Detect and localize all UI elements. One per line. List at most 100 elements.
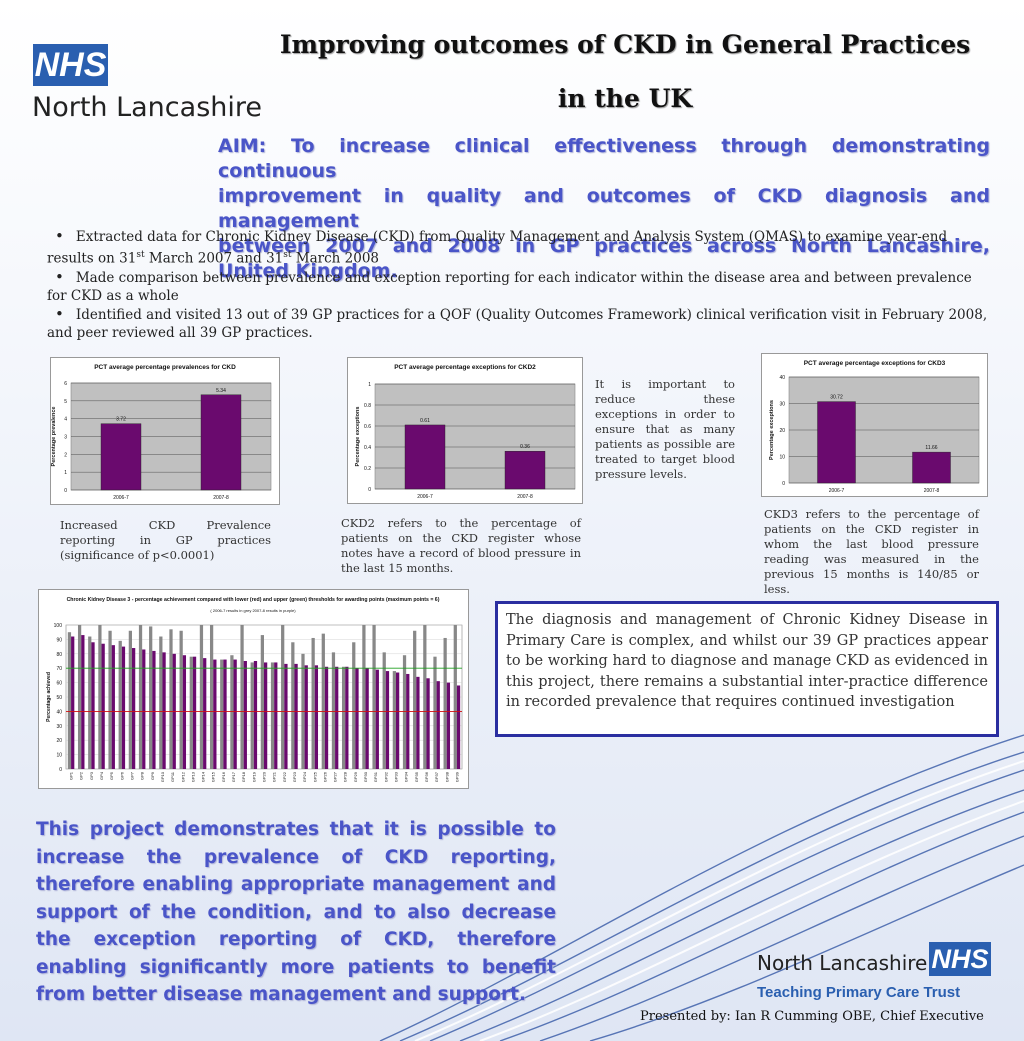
y-tick-label: 0 (64, 488, 67, 494)
x-tick-label: GP23 (292, 771, 297, 782)
bar (436, 681, 440, 769)
y-tick-label: 10 (56, 753, 62, 759)
bar (142, 649, 146, 769)
bar (341, 666, 346, 769)
bar (71, 636, 75, 769)
bar (335, 666, 339, 769)
data-label: 30.72 (830, 395, 843, 401)
bar (416, 676, 420, 769)
bar (281, 625, 285, 769)
y-axis-label: Percentage exceptions (769, 400, 775, 460)
bar (253, 661, 258, 769)
y-tick-label: 100 (54, 623, 63, 629)
bar (98, 625, 102, 769)
bullet-text: March 2007 and 31 (144, 250, 284, 267)
ckd3-caption: CKD3 refers to the percentage of patient… (764, 507, 979, 596)
x-tick-label: GP17 (231, 771, 236, 782)
x-tick-label: GP11 (170, 771, 175, 782)
bar (375, 669, 379, 769)
x-tick-label: GP31 (373, 771, 378, 782)
bullet-item: • Extracted data for Chronic Kidney Disea… (47, 227, 992, 268)
aim-line: AIM: To increase clinical effectiveness … (218, 135, 990, 182)
bar (352, 642, 356, 769)
chart-title: Chronic Kidney Disease 3 - percentage ac… (67, 597, 440, 603)
x-tick-label: GP14 (201, 771, 206, 782)
x-tick-label: GP5 (109, 771, 114, 780)
bullet-icon: • (55, 227, 64, 245)
superscript: st (283, 250, 292, 260)
x-tick-label: GP27 (333, 771, 338, 782)
x-tick-label: GP19 (251, 771, 256, 782)
bar (200, 394, 242, 491)
bar (385, 671, 390, 769)
y-axis-label: Percentage achieved (46, 672, 52, 722)
bar (321, 633, 325, 769)
bar (331, 652, 336, 769)
y-tick-label: 3 (64, 435, 67, 441)
footer-nhs-logo: NHS (929, 942, 991, 976)
bar (121, 646, 126, 769)
bar (402, 655, 407, 769)
bar (223, 659, 227, 769)
aim-line: improvement in quality and outcomes of C… (218, 185, 990, 232)
bar (443, 637, 447, 769)
bar (453, 625, 457, 769)
y-tick-label: 40 (56, 709, 62, 715)
x-tick-label: GP29 (353, 771, 358, 782)
bar (179, 630, 183, 769)
chart-title: PCT average percentage exceptions for CK… (394, 364, 536, 371)
conclusion-box: The diagnosis and management of Chronic … (495, 601, 999, 737)
x-tick-label: GP26 (322, 771, 327, 782)
bar (199, 625, 204, 769)
x-tick-label: GP16 (221, 771, 226, 782)
x-tick-label: GP28 (343, 771, 348, 782)
x-tick-label: GP34 (404, 771, 409, 782)
x-tick-label: GP1 (69, 771, 74, 780)
bar (118, 640, 122, 769)
bar (111, 645, 115, 769)
x-tick-label: GP36 (424, 771, 429, 782)
bar (433, 656, 437, 769)
bar (404, 424, 446, 490)
x-tick-label: GP9 (150, 771, 155, 780)
x-tick-label: GP20 (262, 771, 267, 782)
bar (314, 665, 319, 769)
y-axis-label: Percentage exceptions (355, 407, 361, 467)
bullet-item: • Made comparison between prevalence and … (47, 268, 992, 305)
ckd2-caption: CKD2 refers to the percentage of patient… (341, 516, 581, 575)
y-tick-label: 80 (56, 652, 62, 658)
bar (138, 625, 143, 769)
bar (504, 450, 546, 490)
ckd2-exceptions-chart: PCT average percentage exceptions for CK… (347, 357, 583, 504)
bar (243, 661, 247, 769)
bullet-text: Identified and visited 13 out of 39 GP p… (47, 306, 988, 341)
bullet-item: • Identified and visited 13 out of 39 GP … (47, 305, 992, 342)
bar (81, 635, 85, 769)
x-tick-label: 2006-7 (417, 494, 433, 500)
y-tick-label: 2 (64, 452, 67, 458)
bar (182, 655, 187, 769)
y-tick-label: 30 (779, 402, 785, 408)
bar (203, 658, 207, 769)
y-tick-label: 20 (56, 738, 62, 744)
y-tick-label: 60 (56, 681, 62, 687)
y-axis-label: Percentage prevalence (51, 407, 57, 467)
x-tick-label: GP10 (160, 771, 165, 782)
bar (396, 672, 400, 769)
bar (284, 663, 288, 769)
y-tick-label: 4 (64, 417, 67, 423)
y-tick-label: 1 (368, 382, 371, 388)
bar (270, 662, 275, 769)
x-tick-label: GP2 (79, 771, 84, 780)
bar (77, 625, 82, 769)
bar (230, 655, 234, 769)
bar (274, 662, 278, 769)
x-tick-label: GP6 (119, 771, 124, 780)
bar (162, 652, 166, 769)
x-tick-label: GP38 (444, 771, 449, 782)
x-tick-label: 2006-7 (829, 488, 845, 494)
data-label: 0.61 (420, 418, 430, 424)
bar (456, 685, 461, 769)
bar (372, 625, 376, 769)
